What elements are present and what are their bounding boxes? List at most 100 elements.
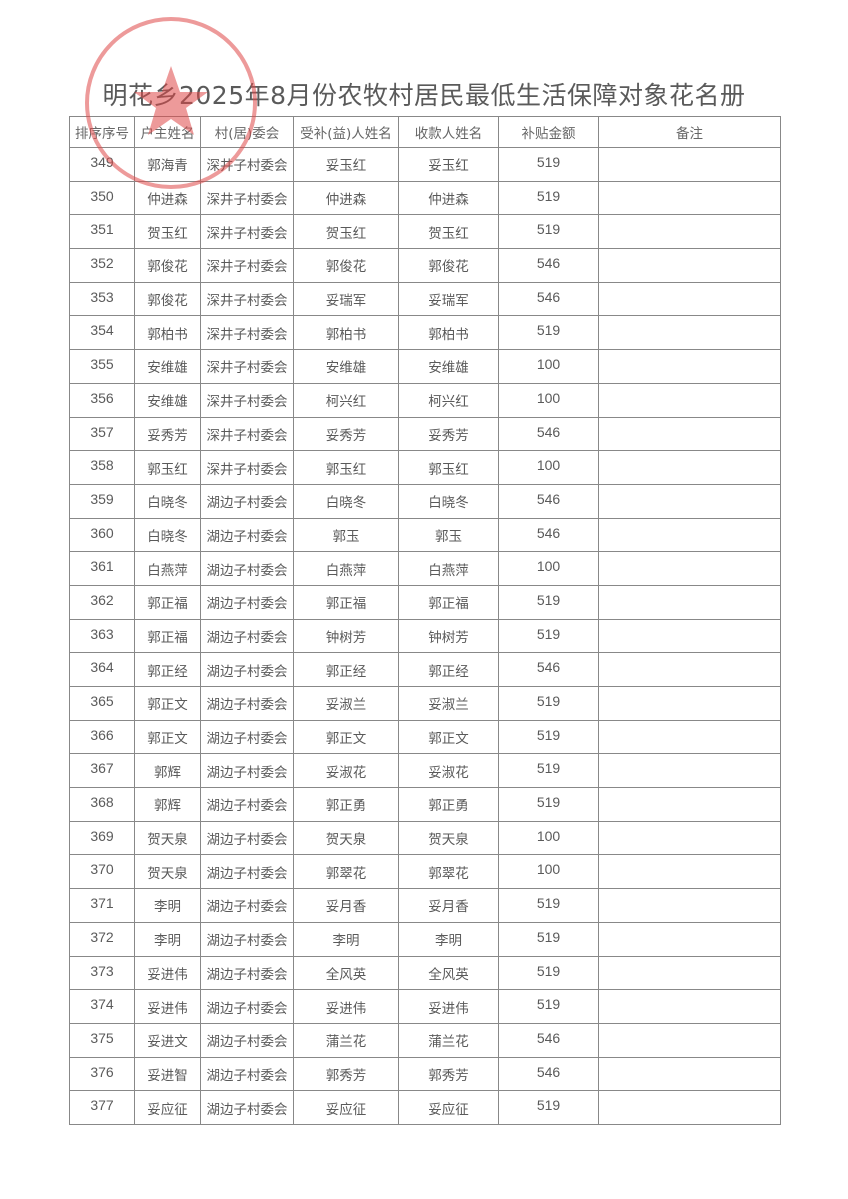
village-cell: 湖边子村委会 [200, 584, 294, 620]
table-row: 370 贺天泉 湖边子村委会 郭翠花 郭翠花 100 [69, 854, 781, 890]
beneficiary-cell: 妥淑花 [293, 753, 399, 789]
payee-cell: 郭正文 [398, 719, 499, 755]
village-cell: 湖边子村委会 [200, 719, 294, 755]
table-row: 353 郭俊花 深井子村委会 妥瑞军 妥瑞军 546 [69, 281, 781, 317]
beneficiary-cell: 仲进森 [293, 180, 399, 216]
index-cell: 370 [69, 854, 135, 890]
table-row: 363 郭正福 湖边子村委会 钟树芳 钟树芳 519 [69, 618, 781, 654]
amount-cell: 546 [498, 281, 599, 317]
householder-cell: 贺玉红 [134, 214, 201, 250]
remarks-cell [598, 1056, 781, 1092]
table-row: 365 郭正文 湖边子村委会 妥淑兰 妥淑兰 519 [69, 686, 781, 721]
village-cell: 湖边子村委会 [200, 888, 294, 923]
remarks-cell [598, 382, 781, 418]
amount-cell: 546 [498, 652, 599, 687]
index-cell: 376 [69, 1056, 135, 1092]
householder-cell: 白燕萍 [134, 551, 201, 586]
remarks-cell [598, 214, 781, 250]
village-cell: 湖边子村委会 [200, 1090, 294, 1125]
village-cell: 湖边子村委会 [200, 787, 294, 822]
header-remarks: 备注 [598, 116, 781, 148]
remarks-cell [598, 719, 781, 755]
beneficiary-cell: 郭正福 [293, 584, 399, 620]
beneficiary-cell: 柯兴红 [293, 382, 399, 418]
amount-cell: 519 [498, 921, 599, 957]
header-householder: 户主姓名 [134, 116, 201, 148]
payee-cell: 钟树芳 [398, 618, 499, 654]
remarks-cell [598, 686, 781, 721]
village-cell: 湖边子村委会 [200, 921, 294, 957]
village-cell: 湖边子村委会 [200, 686, 294, 721]
householder-cell: 白晓冬 [134, 517, 201, 553]
remarks-cell [598, 416, 781, 452]
table-row: 354 郭柏书 深井子村委会 郭柏书 郭柏书 519 [69, 315, 781, 351]
amount-cell: 519 [498, 888, 599, 923]
table-row: 368 郭辉 湖边子村委会 郭正勇 郭正勇 519 [69, 787, 781, 822]
remarks-cell [598, 551, 781, 586]
remarks-cell [598, 618, 781, 654]
table-row: 373 妥进伟 湖边子村委会 全风英 全风英 519 [69, 955, 781, 991]
householder-cell: 妥进伟 [134, 989, 201, 1024]
index-cell: 368 [69, 787, 135, 822]
index-cell: 369 [69, 820, 135, 856]
index-cell: 354 [69, 315, 135, 351]
beneficiary-cell: 白燕萍 [293, 551, 399, 586]
table-row: 352 郭俊花 深井子村委会 郭俊花 郭俊花 546 [69, 248, 781, 283]
amount-cell: 519 [498, 214, 599, 250]
table-row: 351 贺玉红 深井子村委会 贺玉红 贺玉红 519 [69, 214, 781, 250]
householder-cell: 妥进智 [134, 1056, 201, 1092]
remarks-cell [598, 147, 781, 182]
householder-cell: 郭正文 [134, 686, 201, 721]
householder-cell: 贺天泉 [134, 854, 201, 890]
index-cell: 367 [69, 753, 135, 789]
table-row: 359 白晓冬 湖边子村委会 白晓冬 白晓冬 546 [69, 483, 781, 519]
amount-cell: 519 [498, 1090, 599, 1125]
index-cell: 358 [69, 450, 135, 485]
payee-cell: 妥淑花 [398, 753, 499, 789]
index-cell: 363 [69, 618, 135, 654]
payee-cell: 郭玉红 [398, 450, 499, 485]
table-header-row: 排序序号 户主姓名 村(居)委会 受补(益)人姓名 收款人姓名 补贴金额 备注 [69, 116, 781, 148]
payee-cell: 郭正勇 [398, 787, 499, 822]
village-cell: 湖边子村委会 [200, 955, 294, 991]
table-row: 376 妥进智 湖边子村委会 郭秀芳 郭秀芳 546 [69, 1056, 781, 1092]
table-row: 377 妥应征 湖边子村委会 妥应征 妥应征 519 [69, 1090, 781, 1125]
village-cell: 深井子村委会 [200, 450, 294, 485]
payee-cell: 白晓冬 [398, 483, 499, 519]
householder-cell: 郭辉 [134, 753, 201, 789]
remarks-cell [598, 584, 781, 620]
index-cell: 371 [69, 888, 135, 923]
village-cell: 湖边子村委会 [200, 854, 294, 890]
index-cell: 352 [69, 248, 135, 283]
householder-cell: 郭辉 [134, 787, 201, 822]
remarks-cell [598, 989, 781, 1024]
amount-cell: 519 [498, 147, 599, 182]
table-row: 356 安维雄 深井子村委会 柯兴红 柯兴红 100 [69, 382, 781, 418]
payee-cell: 妥月香 [398, 888, 499, 923]
householder-cell: 李明 [134, 921, 201, 957]
index-cell: 360 [69, 517, 135, 553]
payee-cell: 妥秀芳 [398, 416, 499, 452]
village-cell: 深井子村委会 [200, 416, 294, 452]
remarks-cell [598, 921, 781, 957]
amount-cell: 546 [498, 1022, 599, 1058]
amount-cell: 519 [498, 989, 599, 1024]
remarks-cell [598, 450, 781, 485]
index-cell: 356 [69, 382, 135, 418]
table-row: 371 李明 湖边子村委会 妥月香 妥月香 519 [69, 888, 781, 923]
payee-cell: 郭玉 [398, 517, 499, 553]
beneficiary-cell: 妥秀芳 [293, 416, 399, 452]
village-cell: 湖边子村委会 [200, 753, 294, 789]
householder-cell: 李明 [134, 888, 201, 923]
village-cell: 湖边子村委会 [200, 618, 294, 654]
payee-cell: 李明 [398, 921, 499, 957]
beneficiary-cell: 妥玉红 [293, 147, 399, 182]
remarks-cell [598, 753, 781, 789]
village-cell: 深井子村委会 [200, 147, 294, 182]
roster-table: 排序序号 户主姓名 村(居)委会 受补(益)人姓名 收款人姓名 补贴金额 备注 … [69, 116, 781, 1125]
householder-cell: 安维雄 [134, 349, 201, 384]
village-cell: 深井子村委会 [200, 382, 294, 418]
beneficiary-cell: 妥月香 [293, 888, 399, 923]
index-cell: 357 [69, 416, 135, 452]
table-row: 355 安维雄 深井子村委会 安维雄 安维雄 100 [69, 349, 781, 384]
